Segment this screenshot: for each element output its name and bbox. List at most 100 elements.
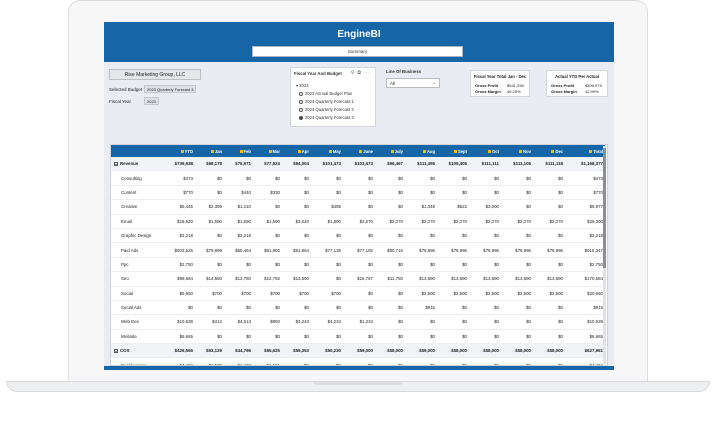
table-cell: $0	[437, 329, 469, 345]
column-header[interactable]: Oct	[469, 145, 501, 157]
table-cell: $79,995	[501, 242, 533, 258]
slicer-option[interactable]: 2023 Quarterly Forecast 1	[299, 99, 354, 104]
radio-button[interactable]	[299, 99, 303, 104]
table-cell: $0	[501, 329, 533, 345]
sort-icon	[390, 149, 394, 153]
cell-text: $59,000	[419, 348, 435, 354]
table-cell: $0	[343, 185, 375, 201]
cell-text: $473	[183, 175, 193, 181]
sort-icon	[239, 149, 243, 153]
table-cell: $0	[311, 357, 343, 365]
table-cell: $2,500	[469, 286, 501, 301]
cell-text: $61,902	[264, 247, 280, 253]
column-header[interactable]: June	[343, 145, 375, 157]
collapse-icon[interactable]: −	[114, 161, 118, 167]
cell-text: $2,270	[485, 218, 499, 224]
table-cell: $0	[195, 228, 224, 244]
column-header[interactable]: May	[311, 145, 343, 157]
cell-text: $44,796	[235, 348, 251, 354]
sort-icon	[268, 149, 272, 153]
table-cell: $5,445	[159, 199, 195, 215]
table-scrollbar-thumb[interactable]	[603, 148, 606, 268]
column-header[interactable]: Sept	[437, 145, 469, 157]
cell-text: $0	[275, 204, 280, 210]
kpi-ytd-card: Actual YTD Per Actual Gross Profit $309,…	[546, 70, 608, 97]
cell-text: $0	[430, 175, 435, 181]
slicer-option[interactable]: 2023 Annual Budget Plan	[299, 91, 352, 96]
table-cell: $0	[469, 228, 501, 244]
cell-text: $0	[188, 305, 193, 311]
cell-text: $1,590	[327, 218, 341, 224]
table-cell: $700	[311, 286, 343, 301]
table-cell: $6,665	[565, 329, 605, 345]
table-cell: $79,595	[405, 242, 437, 258]
column-header[interactable]: Jan	[195, 145, 224, 157]
filter-icon[interactable]: ⚲	[350, 70, 358, 76]
table-cell: $0	[469, 357, 501, 365]
collapse-icon[interactable]: −	[114, 348, 118, 354]
cell-text: $0	[217, 261, 222, 267]
cell-text: $0	[275, 175, 280, 181]
slicer-option[interactable]: 2023 Quarterly Forecast 2	[299, 107, 354, 112]
focus-mode-icon[interactable]: ⧉	[357, 70, 364, 76]
cell-text: $412	[212, 319, 222, 325]
cell-text: $0	[217, 189, 222, 195]
radio-button[interactable]	[299, 107, 303, 112]
row-label[interactable]: − Revenue	[111, 157, 159, 172]
slicer-toolbar[interactable]: ⚲⧉⋯	[351, 70, 372, 76]
radio-button[interactable]	[299, 115, 303, 120]
kpi-ytd-title: Actual YTD Per Actual	[555, 74, 599, 79]
table-cell: $0	[405, 357, 437, 365]
table-cell: $0	[469, 314, 501, 330]
column-header[interactable]: Feb	[224, 145, 253, 157]
table-cell: $13,760	[224, 271, 253, 287]
table-row: Content $770 $0 $440 $330 $0 $0 $0 $0 $0 $0 $0 $0 $0 $…	[111, 185, 605, 201]
cell-text: $915	[425, 305, 435, 311]
table-cell: $0	[253, 228, 282, 244]
cell-text: $77,135	[325, 247, 341, 253]
row-label: Email	[111, 214, 159, 229]
column-header[interactable]: Dec	[533, 145, 565, 157]
table-cell: $700	[195, 286, 224, 301]
table-cell: $440	[224, 185, 253, 201]
column-header-label: May	[332, 148, 341, 154]
cell-text: $4,234	[327, 319, 341, 325]
cell-text: $0	[246, 261, 251, 267]
column-header[interactable]: Total	[565, 145, 605, 157]
cell-text: $0	[558, 319, 563, 325]
column-header[interactable]: YTD	[159, 145, 195, 157]
cell-text: $0	[494, 333, 499, 339]
tab-summary[interactable]: Summary	[252, 46, 463, 57]
cell-text: $12,792	[264, 276, 280, 282]
slicer-year-node[interactable]: ▾ 2023	[296, 83, 309, 88]
cell-text: $10,639	[587, 319, 603, 325]
cell-text: $0	[526, 204, 531, 210]
table-cell: $59,000	[405, 343, 437, 359]
table-cell: $77,524	[253, 157, 282, 172]
slicer-option[interactable]: 2023 Quarterly Forecast 3	[299, 115, 354, 120]
table-cell: $13,590	[469, 271, 501, 287]
column-header[interactable]: Apr	[282, 145, 311, 157]
cell-text: $0	[430, 319, 435, 325]
column-header[interactable]: July	[375, 145, 405, 157]
sort-icon	[359, 149, 363, 153]
table-cell: $61,964	[282, 242, 311, 258]
fiscal-year-label: Fiscal Year	[109, 99, 132, 104]
column-header[interactable]: Aug	[405, 145, 437, 157]
cell-text: $170,684	[584, 276, 603, 282]
row-label: Ppc	[111, 257, 159, 273]
cell-text: $0	[430, 261, 435, 267]
column-header[interactable]: Nov	[501, 145, 533, 157]
cell-text: Social Ads	[121, 305, 142, 311]
column-header[interactable]: Mar	[253, 145, 282, 157]
table-cell: $0	[437, 314, 469, 330]
radio-button[interactable]	[299, 91, 303, 96]
line-of-business-dropdown[interactable]: All ⌄	[386, 78, 440, 88]
column-header[interactable]	[111, 145, 159, 157]
table-cell: $2,270	[437, 214, 469, 229]
cell-text: $111,111	[481, 161, 499, 167]
row-label: Content	[111, 185, 159, 201]
more-options-icon[interactable]: ⋯	[364, 70, 372, 76]
row-label[interactable]: − COS	[111, 343, 159, 359]
collapse-icon[interactable]: ▾	[296, 83, 299, 88]
